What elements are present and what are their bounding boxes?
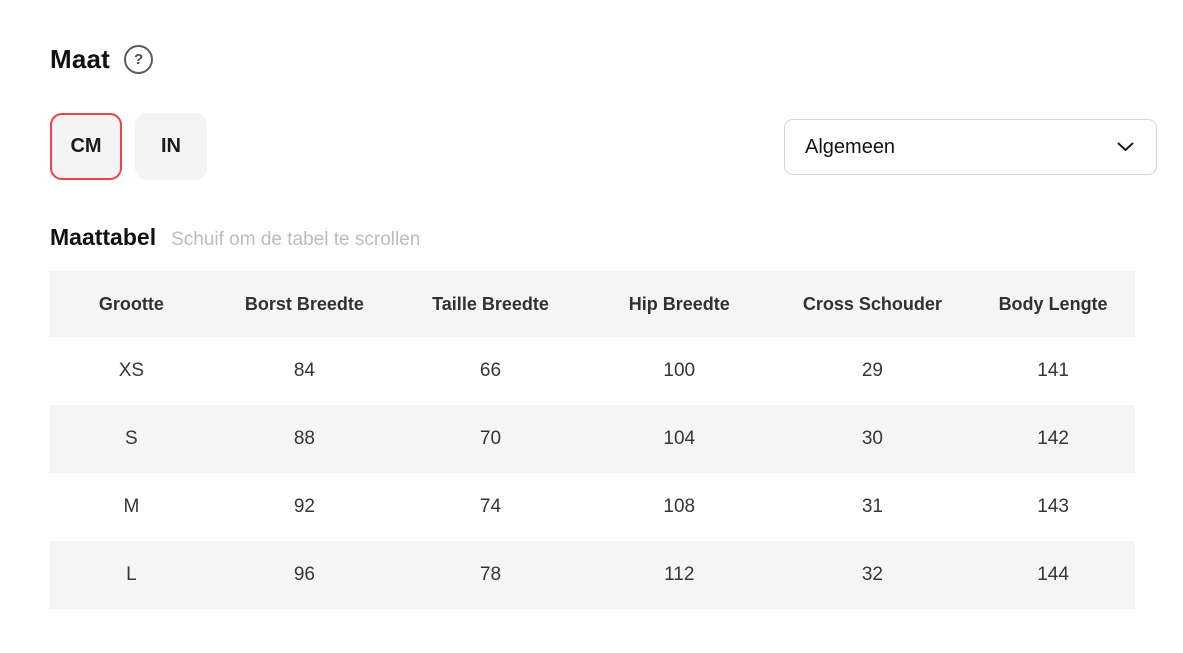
column-header: Hip Breedte (584, 271, 774, 337)
table-row: S 88 70 104 30 142 (50, 405, 1135, 473)
size-guide-panel: Maat ? CM IN Algemeen Maattabel Schuif o… (0, 44, 1183, 609)
table-row: M 92 74 108 31 143 (50, 473, 1135, 541)
table-cell: 88 (293, 428, 315, 449)
unit-button-in[interactable]: IN (135, 113, 207, 180)
table-row: XS 84 66 100 29 141 (50, 337, 1135, 405)
table-cell: 141 (1037, 360, 1069, 381)
table-scroll-hint: Schuif om de tabel te scrollen (171, 229, 421, 250)
table-cell: 92 (293, 496, 315, 517)
table-cell: 32 (861, 564, 883, 585)
table-cell: 100 (663, 360, 696, 381)
page-title: Maat (50, 44, 111, 74)
header-row: Grootte Borst Breedte Taille Breedte Hip Br… (50, 271, 1135, 337)
table-cell: 143 (1037, 496, 1069, 517)
column-header: Body Lengte (971, 271, 1135, 337)
table-cell: 29 (861, 360, 883, 381)
column-header: Borst Breedte (212, 271, 397, 337)
column-header: Cross Schouder (773, 271, 972, 337)
table-cell: 74 (479, 496, 502, 517)
table-cell: 112 (664, 564, 695, 585)
table-cell: 142 (1037, 428, 1069, 449)
table-cell: L (126, 564, 137, 585)
table-cell: XS (118, 360, 145, 381)
table-cell: 31 (861, 496, 883, 517)
unit-toggle: CM IN (50, 113, 207, 180)
title-row: Maat ? (0, 44, 1183, 75)
table-cell: M (123, 496, 140, 517)
table-cell: S (125, 428, 138, 449)
table-cell: 84 (293, 360, 315, 381)
table-cell: 96 (293, 564, 315, 585)
chevron-down-icon (1117, 142, 1134, 151)
category-select[interactable]: Algemeen (784, 119, 1157, 175)
table-cell: 70 (479, 428, 502, 449)
table-cell: 66 (479, 360, 502, 381)
column-header: Taille Breedte (396, 271, 585, 337)
table-cell: 144 (1037, 564, 1069, 585)
size-table: Grootte Borst Breedte Taille Breedte Hip Br… (50, 271, 1135, 609)
size-table-body: XS 84 66 100 29 141 S 88 70 104 30 142 M 92 74 108 31 143… (50, 337, 1135, 609)
table-row: L 96 78 112 32 144 (50, 541, 1135, 609)
size-table-header: Grootte Borst Breedte Taille Breedte Hip Br… (50, 271, 1135, 337)
table-heading: Maattabel (50, 224, 157, 250)
size-table-scroll-area[interactable]: Grootte Borst Breedte Taille Breedte Hip Br… (50, 271, 1135, 609)
controls-row: CM IN Algemeen (0, 113, 1183, 180)
table-heading-row: Maattabel Schuif om de tabel te scrollen (0, 224, 1183, 251)
table-cell: 104 (663, 428, 696, 449)
table-cell: 78 (479, 564, 502, 585)
column-header: Grootte (50, 271, 213, 337)
unit-button-cm[interactable]: CM (50, 113, 122, 180)
help-icon[interactable]: ? (124, 45, 154, 74)
table-cell: 30 (861, 428, 883, 449)
table-cell: 108 (663, 496, 696, 517)
category-select-value: Algemeen (805, 135, 896, 158)
